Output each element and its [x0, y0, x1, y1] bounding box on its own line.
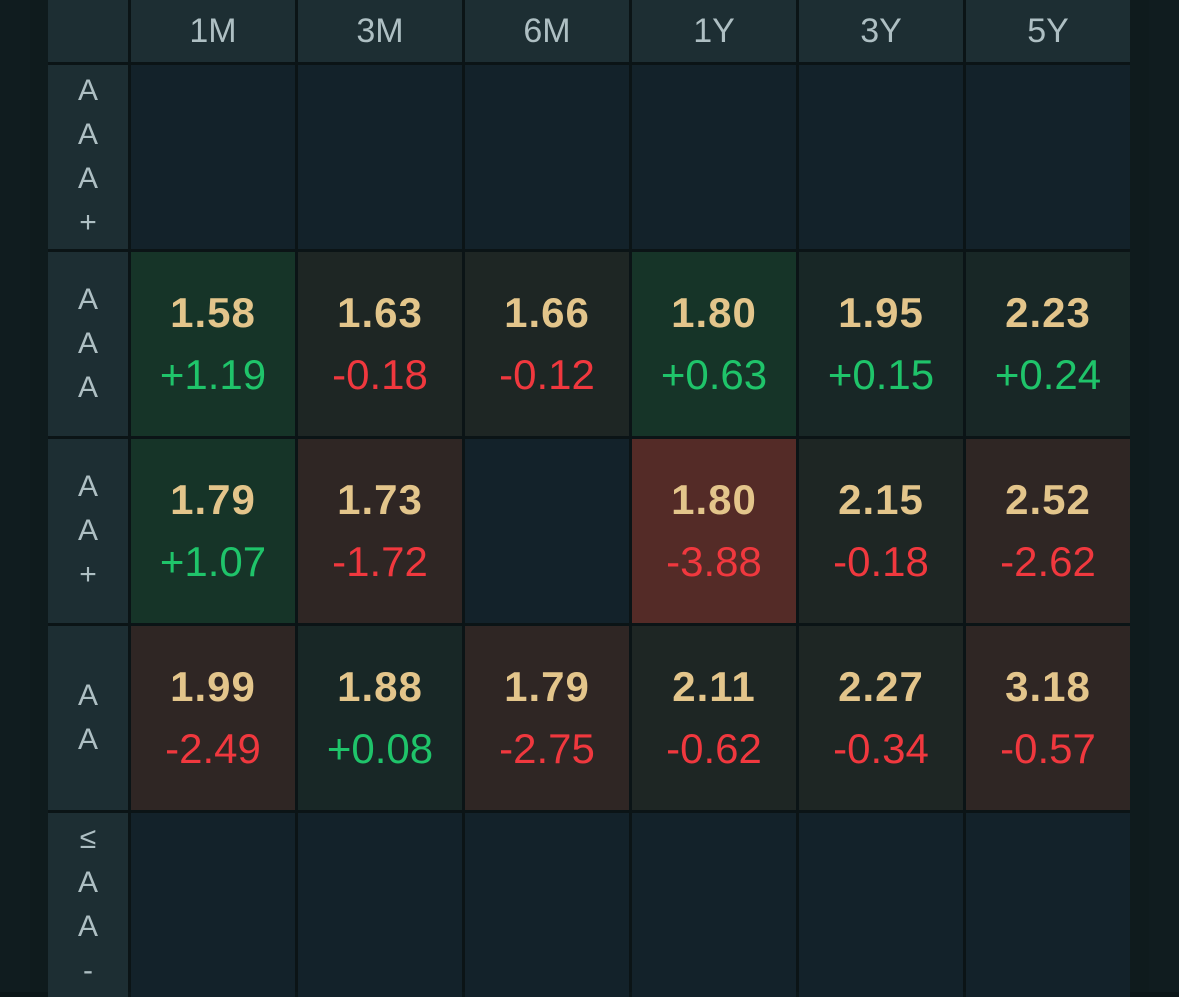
heatmap-cell[interactable] — [298, 65, 462, 249]
heatmap-cell[interactable]: 2.23 +0.24 — [966, 252, 1130, 436]
change-value: -1.72 — [332, 538, 428, 585]
rating-label-char: A — [77, 910, 98, 943]
rating-label-char: A — [77, 162, 98, 195]
heatmap-cell[interactable]: 2.11 -0.62 — [632, 626, 796, 810]
row-header-rating[interactable]: A A A + — [48, 65, 128, 249]
rating-label-char: + — [79, 558, 97, 591]
yield-value: 1.66 — [504, 289, 590, 336]
heatmap-cell[interactable]: 1.63 -0.18 — [298, 252, 462, 436]
rating-label-char: A — [77, 679, 98, 712]
heatmap-cell[interactable]: 1.66 -0.12 — [465, 252, 629, 436]
row-header-rating[interactable]: ≤ A A - — [48, 813, 128, 997]
rating-label-char: ≤ — [79, 822, 97, 855]
grid-corner — [48, 0, 128, 62]
heatmap-cell[interactable] — [632, 813, 796, 997]
change-value: -2.75 — [499, 725, 595, 772]
change-value: -0.18 — [833, 538, 929, 585]
heatmap-cell[interactable]: 1.58 +1.19 — [131, 252, 295, 436]
change-value: +0.24 — [994, 351, 1102, 398]
heatmap-cell[interactable]: 1.99 -2.49 — [131, 626, 295, 810]
heatmap-cell[interactable]: 1.88 +0.08 — [298, 626, 462, 810]
rating-label-char: A — [77, 470, 98, 503]
rating-label-char: A — [77, 74, 98, 107]
yield-value: 1.63 — [337, 289, 423, 336]
change-value: -0.12 — [499, 351, 595, 398]
heatmap-cell[interactable]: 1.79 -2.75 — [465, 626, 629, 810]
column-header-3y[interactable]: 3Y — [799, 0, 963, 62]
rating-label-char: + — [79, 206, 97, 239]
change-value: -2.62 — [1000, 538, 1096, 585]
heatmap-cell[interactable] — [799, 65, 963, 249]
yield-value: 2.15 — [838, 476, 924, 523]
heatmap-cell[interactable] — [465, 813, 629, 997]
yield-value: 2.52 — [1005, 476, 1091, 523]
yield-value: 2.23 — [1005, 289, 1091, 336]
column-header-1m[interactable]: 1M — [131, 0, 295, 62]
yield-value: 1.79 — [170, 476, 256, 523]
heatmap-cell[interactable] — [131, 65, 295, 249]
heatmap-cell[interactable]: 1.79 +1.07 — [131, 439, 295, 623]
change-value: -0.34 — [833, 725, 929, 772]
yield-value: 2.11 — [672, 663, 756, 710]
column-header-1y[interactable]: 1Y — [632, 0, 796, 62]
heatmap-cell[interactable]: 1.73 -1.72 — [298, 439, 462, 623]
heatmap-cell[interactable] — [131, 813, 295, 997]
left-edge-strip — [0, 0, 30, 992]
yield-value: 1.73 — [337, 476, 423, 523]
heatmap-cell[interactable]: 2.15 -0.18 — [799, 439, 963, 623]
change-value: +0.15 — [827, 351, 935, 398]
change-value: +1.19 — [159, 351, 267, 398]
yield-value: 1.88 — [337, 663, 423, 710]
yield-value: 1.99 — [170, 663, 256, 710]
yield-value: 1.79 — [504, 663, 590, 710]
rating-label-char: A — [77, 371, 98, 404]
yield-value: 1.58 — [170, 289, 256, 336]
change-value: -0.62 — [666, 725, 762, 772]
change-value: -3.88 — [666, 538, 762, 585]
heatmap-cell[interactable] — [966, 65, 1130, 249]
rating-label-char: A — [77, 283, 98, 316]
rating-tenor-grid: 1M 3M 6M 1Y 3Y 5Y A A A + A A A 1.58 +1.19 1.63 -0.18 1.6… — [48, 0, 1130, 997]
column-header-6m[interactable]: 6M — [465, 0, 629, 62]
rating-label-char: A — [77, 514, 98, 547]
rating-label-char: A — [77, 118, 98, 151]
change-value: +1.07 — [159, 538, 267, 585]
change-value: +0.63 — [660, 351, 768, 398]
column-header-5y[interactable]: 5Y — [966, 0, 1130, 62]
rating-label-char: A — [77, 866, 98, 899]
heatmap-cell[interactable]: 2.27 -0.34 — [799, 626, 963, 810]
yield-value: 1.95 — [838, 289, 924, 336]
heatmap-cell[interactable] — [632, 65, 796, 249]
heatmap-cell[interactable]: 1.80 -3.88 — [632, 439, 796, 623]
yield-value: 3.18 — [1005, 663, 1091, 710]
change-value: +0.08 — [326, 725, 434, 772]
row-header-rating[interactable]: A A + — [48, 439, 128, 623]
heatmap-cell[interactable] — [465, 439, 629, 623]
column-header-3m[interactable]: 3M — [298, 0, 462, 62]
right-edge-strip — [1149, 0, 1179, 992]
rating-label-char: A — [77, 327, 98, 360]
yield-value: 1.80 — [671, 289, 757, 336]
yield-value: 1.80 — [671, 476, 757, 523]
change-value: -0.18 — [332, 351, 428, 398]
rating-label-char: A — [77, 723, 98, 756]
heatmap-cell[interactable] — [799, 813, 963, 997]
heatmap-cell[interactable]: 1.80 +0.63 — [632, 252, 796, 436]
yield-value: 2.27 — [838, 663, 924, 710]
heatmap-cell[interactable]: 3.18 -0.57 — [966, 626, 1130, 810]
heatmap-cell[interactable] — [966, 813, 1130, 997]
heatmap-cell[interactable] — [465, 65, 629, 249]
change-value: -0.57 — [1000, 725, 1096, 772]
heatmap-cell[interactable] — [298, 813, 462, 997]
change-value: -2.49 — [165, 725, 261, 772]
rating-label-char: - — [83, 954, 93, 987]
heatmap-cell[interactable]: 2.52 -2.62 — [966, 439, 1130, 623]
heatmap-cell[interactable]: 1.95 +0.15 — [799, 252, 963, 436]
